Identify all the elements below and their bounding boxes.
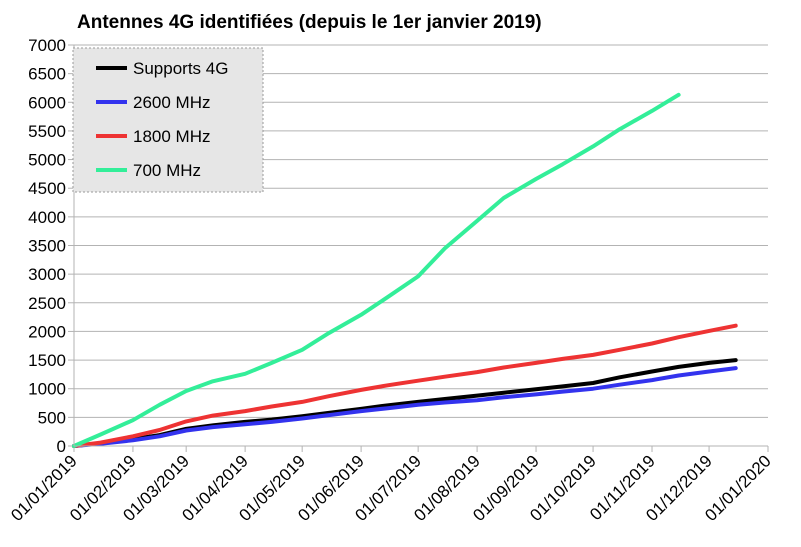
- legend-label: Supports 4G: [133, 59, 228, 78]
- y-tick-label: 1000: [28, 380, 66, 399]
- y-tick-label: 6500: [28, 65, 66, 84]
- series-line-2: [72, 323, 738, 448]
- legend-label: 700 MHz: [133, 161, 201, 180]
- y-tick-label: 4500: [28, 179, 66, 198]
- legend-label: 1800 MHz: [133, 127, 210, 146]
- y-tick-label: 3500: [28, 237, 66, 256]
- y-tick-label: 2500: [28, 294, 66, 313]
- y-tick-label: 4000: [28, 208, 66, 227]
- y-axis-ticks: 0 500 1000 1500 2000 2500 3000 3500 4000 4500 5000…: [28, 36, 74, 456]
- y-tick-label: 2000: [28, 322, 66, 341]
- y-tick-label: 5500: [28, 122, 66, 141]
- y-tick-label: 7000: [28, 36, 66, 55]
- y-tick-label: 0: [57, 437, 66, 456]
- y-tick-label: 500: [38, 408, 66, 427]
- y-tick-label: 1500: [28, 351, 66, 370]
- chart-title: Antennes 4G identifiées (depuis le 1er j…: [77, 12, 542, 33]
- series-lines: [72, 92, 738, 448]
- y-tick-label: 3000: [28, 265, 66, 284]
- legend-label: 2600 MHz: [133, 93, 210, 112]
- legend: Supports 4G 2600 MHz 1800 MHz 700 MHz: [72, 47, 264, 193]
- series-line-1: [72, 366, 738, 448]
- y-tick-label: 5000: [28, 151, 66, 170]
- x-axis-ticks: 01/01/201901/02/201901/03/201901/04/2019…: [7, 446, 775, 525]
- y-tick-label: 6000: [28, 93, 66, 112]
- series-line-3: [72, 92, 681, 448]
